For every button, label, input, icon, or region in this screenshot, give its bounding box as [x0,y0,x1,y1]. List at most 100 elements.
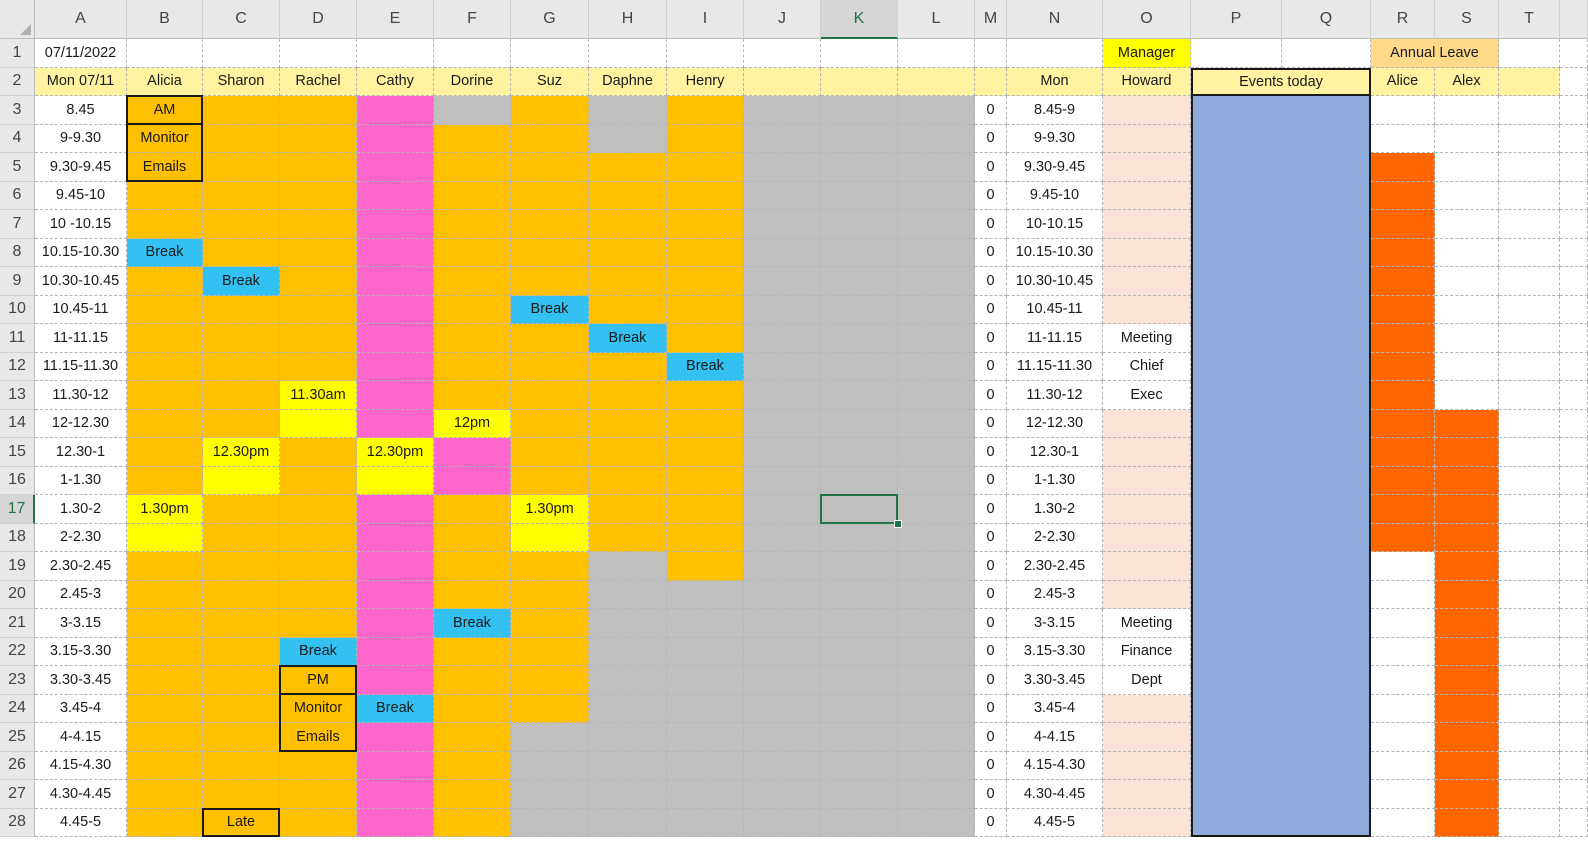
cell-e26[interactable] [357,751,434,780]
cell-a19[interactable]: 2.30-2.45 [35,552,127,581]
cell-s7[interactable] [1435,210,1499,239]
cell-c13[interactable] [203,381,280,410]
cell-e28[interactable] [357,808,434,837]
cell-a26[interactable]: 4.15-4.30 [35,751,127,780]
cell-a21[interactable]: 3-3.15 [35,609,127,638]
cell-e25[interactable] [357,723,434,752]
cell-m7[interactable]: 0 [975,210,1007,239]
cell-s6[interactable] [1435,181,1499,210]
cell-c28[interactable]: Late [203,808,280,837]
cell-m18[interactable]: 0 [975,523,1007,552]
cell-r15[interactable] [1371,438,1435,467]
cell-d6[interactable] [280,181,357,210]
cell-n17[interactable]: 1.30-2 [1007,495,1103,524]
cell-o21[interactable]: Meeting [1103,609,1191,638]
cell-m5[interactable]: 0 [975,153,1007,182]
cell-l16[interactable] [898,466,975,495]
cell-n5[interactable]: 9.30-9.45 [1007,153,1103,182]
cell-g21[interactable] [511,609,589,638]
cell-f7[interactable] [434,210,511,239]
cell-c2[interactable]: Sharon [203,67,280,96]
cell-t7[interactable] [1499,210,1560,239]
cell-m25[interactable]: 0 [975,723,1007,752]
cell-r17[interactable] [1371,495,1435,524]
column-header-n[interactable]: N [1007,0,1103,39]
cell-n13[interactable]: 11.30-12 [1007,381,1103,410]
cell-l7[interactable] [898,210,975,239]
cell-e5[interactable] [357,153,434,182]
cell-t16[interactable] [1499,466,1560,495]
row-header-13[interactable]: 13 [0,381,35,410]
cell-t24[interactable] [1499,694,1560,723]
cell-s9[interactable] [1435,267,1499,296]
cell-k28[interactable] [821,808,898,837]
cell-k11[interactable] [821,324,898,353]
cell-l13[interactable] [898,381,975,410]
cell-r18[interactable] [1371,523,1435,552]
cell-b27[interactable] [127,780,203,809]
cell-i11[interactable] [667,324,744,353]
cell-k23[interactable] [821,666,898,695]
cell-o2[interactable]: Howard [1103,67,1191,96]
cell-k3[interactable] [821,96,898,125]
cell-g15[interactable] [511,438,589,467]
cell-i13[interactable] [667,381,744,410]
cell-c26[interactable] [203,751,280,780]
cell-k17[interactable] [821,495,898,524]
cell-m20[interactable]: 0 [975,580,1007,609]
cell-k14[interactable] [821,409,898,438]
cell-s13[interactable] [1435,381,1499,410]
cell-c4[interactable] [203,124,280,153]
cell-k24[interactable] [821,694,898,723]
cell-g26[interactable] [511,751,589,780]
cell-i19[interactable] [667,552,744,581]
cell-t25[interactable] [1499,723,1560,752]
row-header-12[interactable]: 12 [0,352,35,381]
cell-i22[interactable] [667,637,744,666]
cell-b16[interactable] [127,466,203,495]
cell-f4[interactable] [434,124,511,153]
cell-j27[interactable] [744,780,821,809]
cell-h8[interactable] [589,238,667,267]
cell-j18[interactable] [744,523,821,552]
column-header-k[interactable]: K [821,0,898,39]
cell-k1[interactable] [821,39,898,68]
cell-o26[interactable] [1103,751,1191,780]
cell-s19[interactable] [1435,552,1499,581]
cell-f13[interactable] [434,381,511,410]
cell-d20[interactable] [280,580,357,609]
cell-l6[interactable] [898,181,975,210]
cell-t19[interactable] [1499,552,1560,581]
cell-h27[interactable] [589,780,667,809]
cell-h20[interactable] [589,580,667,609]
cell-g20[interactable] [511,580,589,609]
cell-n12[interactable]: 11.15-11.30 [1007,352,1103,381]
cell-r4[interactable] [1371,124,1435,153]
cell-l5[interactable] [898,153,975,182]
cell-t21[interactable] [1499,609,1560,638]
cell-g12[interactable] [511,352,589,381]
cell-j10[interactable] [744,295,821,324]
cell-e20[interactable] [357,580,434,609]
cell-r3[interactable] [1371,96,1435,125]
cell-s3[interactable] [1435,96,1499,125]
cell-t23[interactable] [1499,666,1560,695]
cell-t6[interactable] [1499,181,1560,210]
cell-b24[interactable] [127,694,203,723]
row-header-2[interactable]: 2 [0,67,35,96]
cell-s16[interactable] [1435,466,1499,495]
column-header-r[interactable]: R [1371,0,1435,39]
cell-m28[interactable]: 0 [975,808,1007,837]
cell-j2[interactable] [744,67,821,96]
cell-a14[interactable]: 12-12.30 [35,409,127,438]
column-header-c[interactable]: C [203,0,280,39]
cell-r21[interactable] [1371,609,1435,638]
row-header-8[interactable]: 8 [0,238,35,267]
cell-r16[interactable] [1371,466,1435,495]
cell-e21[interactable] [357,609,434,638]
cell-b2[interactable]: Alicia [127,67,203,96]
cell-c23[interactable] [203,666,280,695]
cell-e7[interactable] [357,210,434,239]
cell-f24[interactable] [434,694,511,723]
cell-i18[interactable] [667,523,744,552]
